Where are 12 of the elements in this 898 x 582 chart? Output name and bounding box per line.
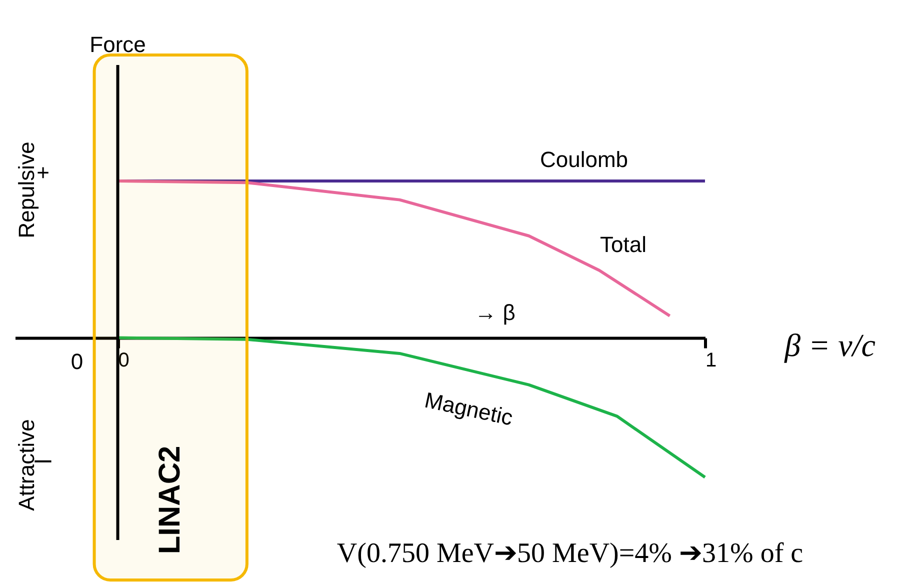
- annotation: Repulsive: [14, 142, 39, 238]
- series-label: Coulomb: [540, 147, 628, 172]
- text: Force: [90, 32, 146, 57]
- text: V(0.750 MeV➔50 MeV)=4% ➔31% of c: [336, 538, 804, 569]
- annotation: –: [34, 443, 52, 476]
- series-label: Total: [600, 232, 646, 257]
- x-axis-title: → β: [474, 300, 516, 325]
- band-label: LINAC2: [154, 446, 187, 554]
- text: β = v/c: [784, 326, 876, 363]
- text: Magnetic: [422, 387, 516, 430]
- x-tick-label: 1: [706, 349, 717, 372]
- annotation: +: [36, 160, 50, 185]
